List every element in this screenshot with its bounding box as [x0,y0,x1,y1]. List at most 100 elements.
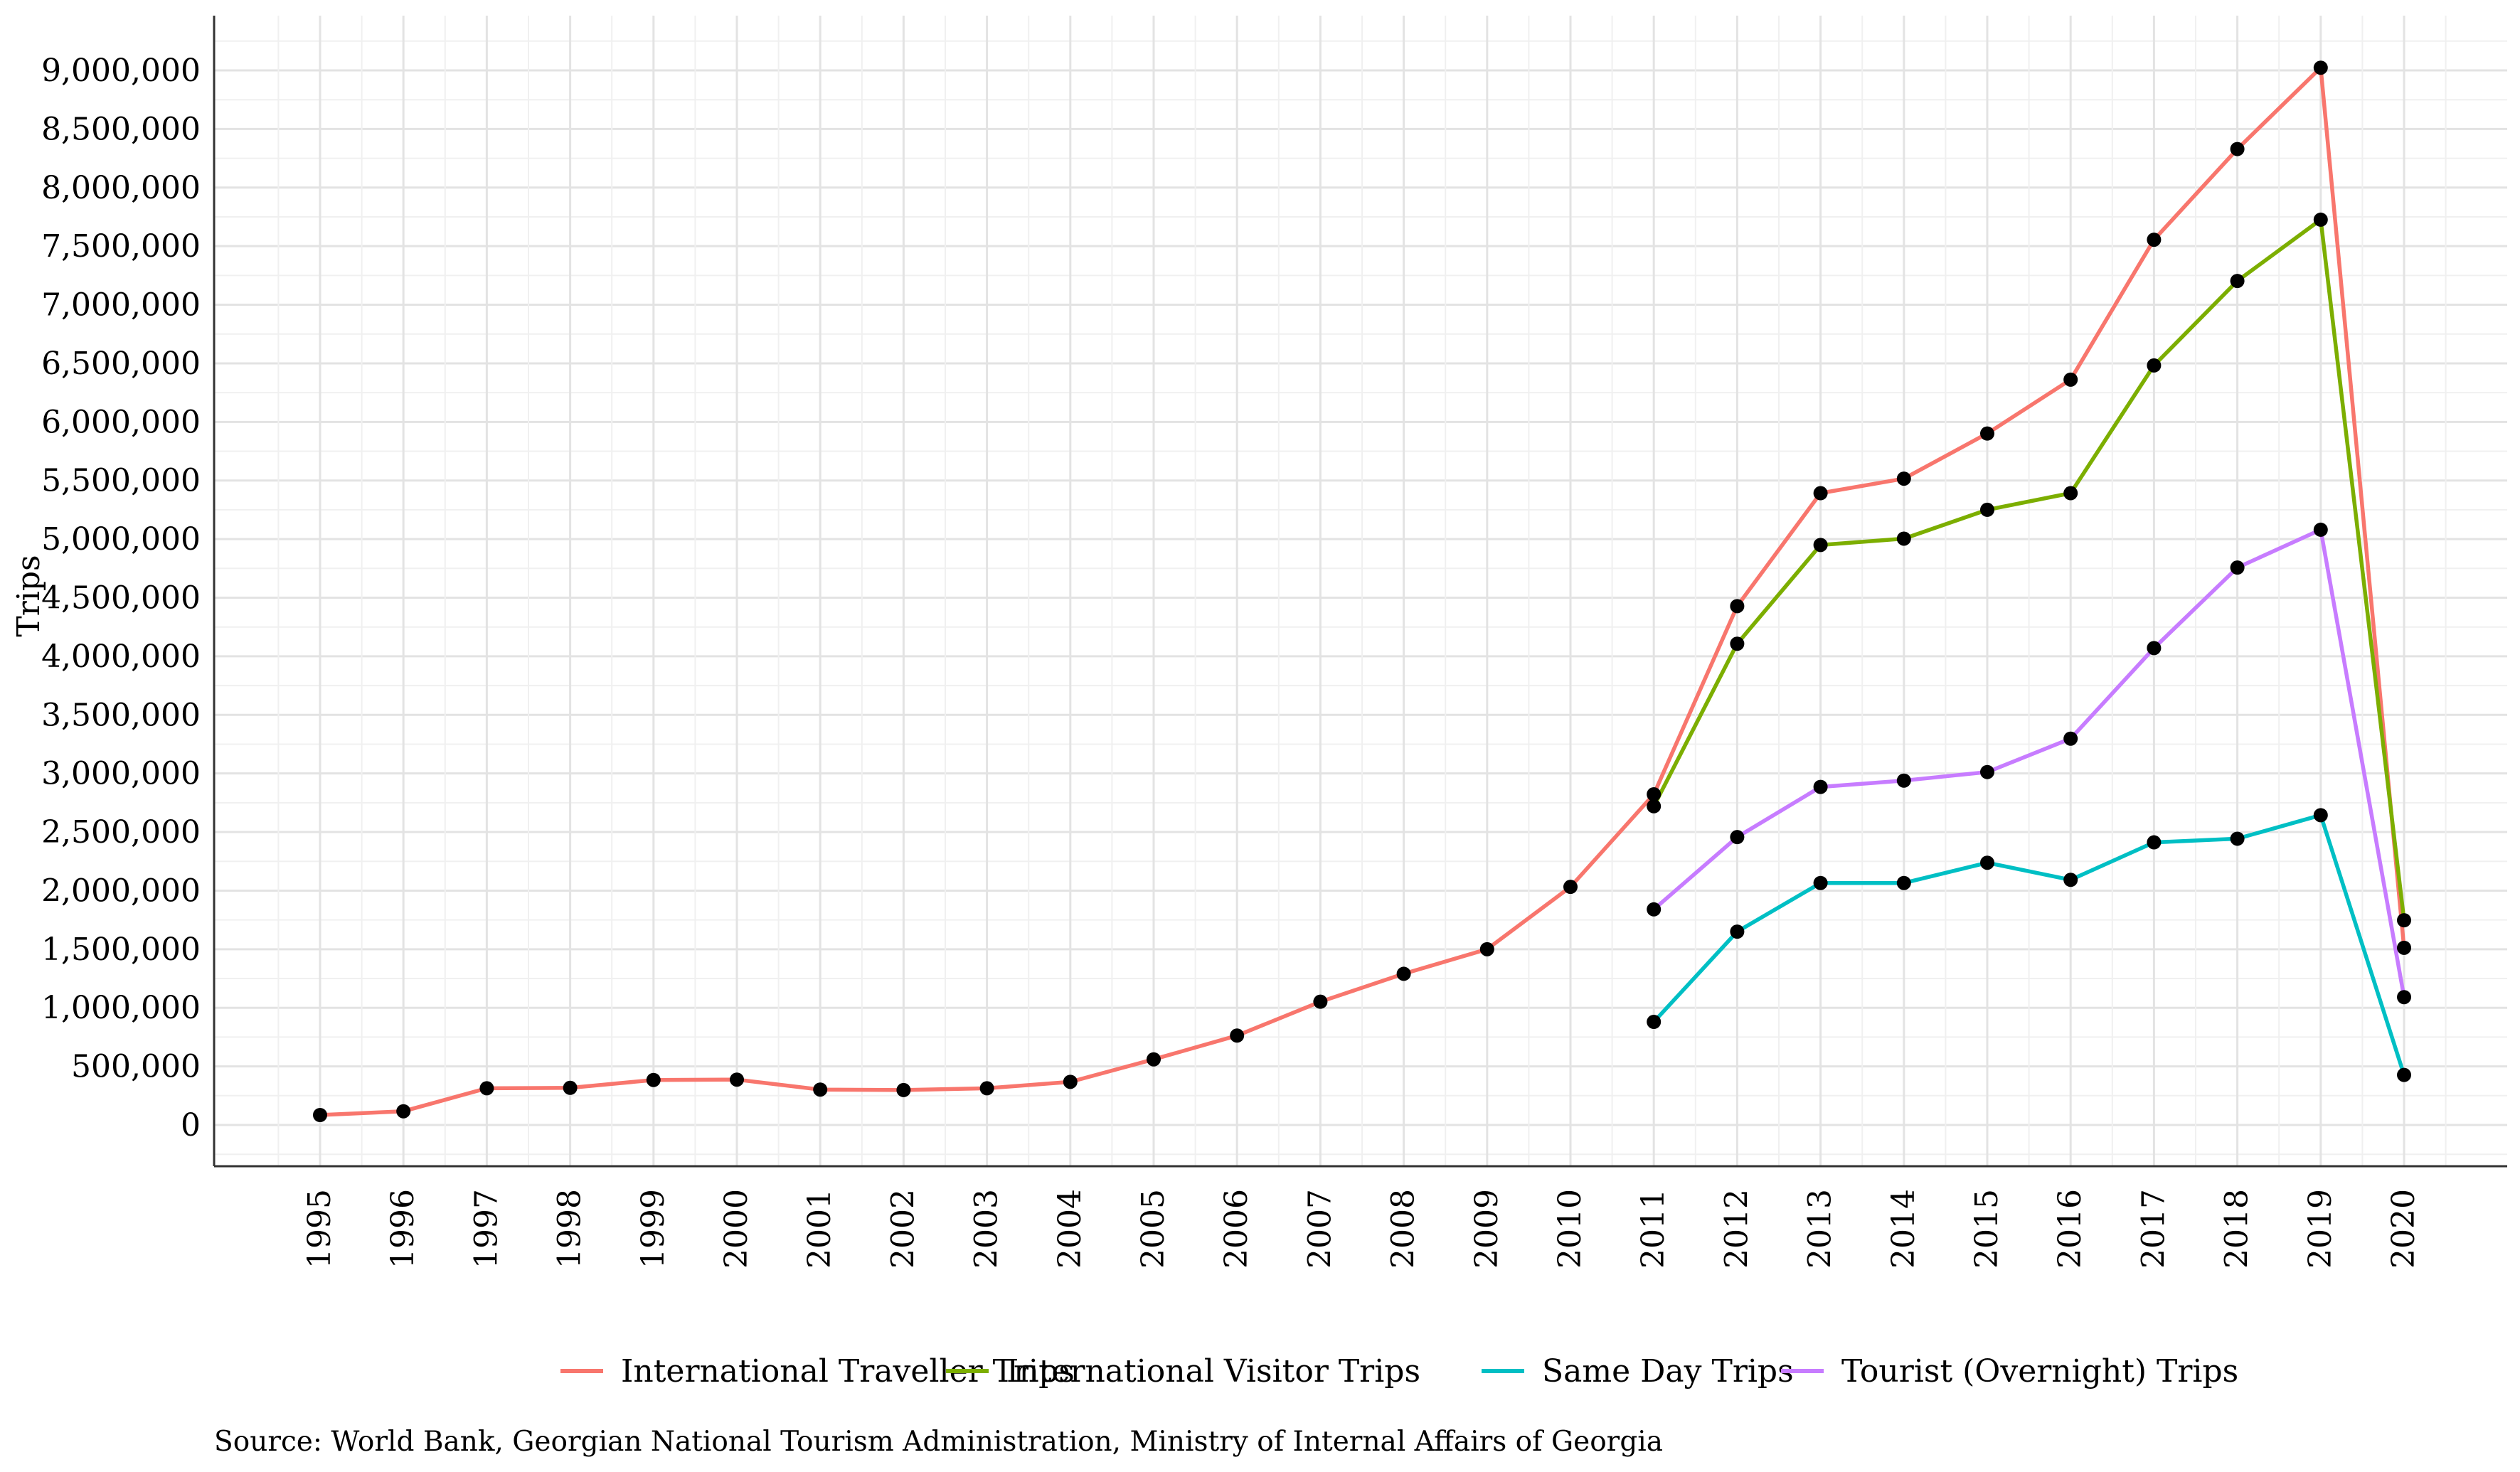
legend-label: Same Day Trips [1542,1353,1794,1390]
series-lines [318,65,2406,1117]
legend-label: International Traveller Trips [621,1353,1075,1390]
data-point-tourist-overnight-trips [2397,990,2411,1005]
data-point-tourist-overnight-trips [2313,522,2328,537]
x-tick-label: 2020 [2386,1189,2422,1269]
data-point-international-traveller-trips [313,1107,327,1122]
data-point-international-traveller-trips [1813,486,1828,501]
x-tick-label: 1998 [552,1189,588,1269]
data-point-international-visitor-trips [2063,486,2078,501]
data-point-international-traveller-trips [730,1072,744,1087]
y-tick-label: 2,000,000 [41,873,201,909]
data-point-international-traveller-trips [896,1082,911,1097]
data-point-same-day-trips [2230,831,2245,846]
y-tick-label: 7,000,000 [41,287,201,324]
data-point-same-day-trips [2313,808,2328,823]
data-point-international-traveller-trips [396,1104,411,1119]
data-point-tourist-overnight-trips [1647,902,1662,917]
x-tick-label: 1995 [302,1189,338,1269]
y-tick-label: 6,500,000 [41,346,201,382]
legend-item-tourist-overnight-trips: Tourist (Overnight) Trips [1781,1353,2238,1390]
legend-item-international-traveller-trips: International Traveller Trips [560,1353,1075,1390]
data-point-tourist-overnight-trips [2230,560,2245,575]
legend-item-same-day-trips: Same Day Trips [1482,1353,1794,1390]
series-line-same-day-trips [1652,813,2406,1077]
data-point-international-traveller-trips [979,1081,994,1096]
data-point-tourist-overnight-trips [1980,764,1994,779]
y-tick-label: 9,000,000 [41,53,201,89]
data-point-international-visitor-trips [1647,799,1662,814]
series-line-international-visitor-trips [1652,218,2406,922]
data-point-same-day-trips [1730,924,1745,939]
y-tick-labels: 0 500,000 1,000,000 1,500,000 2,000,000 2,500… [41,53,201,1143]
data-point-international-traveller-trips [2147,233,2162,247]
data-point-same-day-trips [2397,1067,2411,1082]
grid-lines [214,16,2507,1166]
data-point-international-traveller-trips [2230,142,2245,156]
data-point-same-day-trips [1647,1014,1662,1029]
x-tick-label: 1996 [385,1189,421,1269]
data-point-international-traveller-trips [813,1082,828,1097]
series-line-tourist-overnight-trips [1652,528,2406,999]
data-point-tourist-overnight-trips [1813,779,1828,794]
y-tick-label: 8,500,000 [41,111,201,147]
x-tick-label: 2000 [718,1189,755,1269]
data-point-international-visitor-trips [1730,636,1745,651]
x-tick-label: 2005 [1135,1189,1171,1269]
data-points [313,60,2411,1122]
y-tick-label: 3,000,000 [41,756,201,792]
x-tick-label: 2009 [1469,1189,1505,1269]
chart-caption: Source: World Bank, Georgian National To… [214,1426,1663,1458]
legend-label: Tourist (Overnight) Trips [1841,1353,2238,1390]
x-tick-label: 2001 [802,1189,838,1269]
data-point-tourist-overnight-trips [1730,830,1745,845]
data-point-international-traveller-trips [1230,1028,1245,1043]
axes [213,16,2507,1168]
y-tick-label: 7,500,000 [41,228,201,265]
x-tick-label: 2012 [1718,1189,1755,1269]
y-tick-label: 6,000,000 [41,404,201,440]
data-point-international-traveller-trips [479,1081,494,1096]
x-tick-label: 2008 [1386,1189,1422,1269]
data-point-tourist-overnight-trips [2147,641,2162,656]
x-tick-label: 1999 [635,1189,671,1269]
x-tick-label: 2003 [969,1189,1005,1269]
legend-item-international-visitor-trips: International Visitor Trips [946,1353,1420,1390]
data-point-international-traveller-trips [2063,372,2078,387]
data-point-same-day-trips [1980,855,1994,870]
x-tick-labels: 1995 1996 1997 1998 1999 2000 2001 2002 2003 2004… [302,1189,2422,1269]
x-tick-label: 2015 [1969,1189,2005,1269]
x-tick-label: 2010 [1552,1189,1588,1269]
y-tick-label: 1,000,000 [41,990,201,1026]
data-point-international-traveller-trips [1563,880,1578,895]
data-point-same-day-trips [1896,875,1911,890]
data-point-international-traveller-trips [2397,940,2411,955]
x-tick-label: 2002 [885,1189,921,1269]
data-point-international-traveller-trips [1147,1052,1161,1067]
data-point-international-traveller-trips [646,1072,661,1087]
data-point-international-traveller-trips [1313,994,1328,1009]
data-point-international-traveller-trips [563,1080,578,1095]
legend: International Traveller TripsInternation… [560,1353,2238,1390]
y-tick-label: 4,500,000 [41,580,201,617]
x-tick-label: 2007 [1302,1189,1338,1269]
series-line-international-traveller-trips [318,65,2406,1117]
y-axis-label: Trips [11,555,47,636]
y-tick-label: 3,500,000 [41,697,201,733]
x-tick-label: 2018 [2219,1189,2255,1269]
x-tick-label: 2019 [2302,1189,2339,1269]
x-tick-label: 2017 [2135,1189,2171,1269]
x-tick-label: 2013 [1802,1189,1839,1269]
data-point-same-day-trips [1813,875,1828,890]
y-tick-label: 2,500,000 [41,814,201,850]
data-point-international-traveller-trips [1896,471,1911,486]
data-point-international-visitor-trips [2230,274,2245,289]
data-point-same-day-trips [2147,835,2162,850]
y-tick-label: 0 [181,1107,201,1143]
x-tick-label: 2004 [1052,1189,1088,1269]
data-point-international-traveller-trips [1479,942,1494,956]
data-point-tourist-overnight-trips [1896,773,1911,788]
data-point-international-traveller-trips [1730,599,1745,614]
data-point-international-visitor-trips [2313,212,2328,227]
